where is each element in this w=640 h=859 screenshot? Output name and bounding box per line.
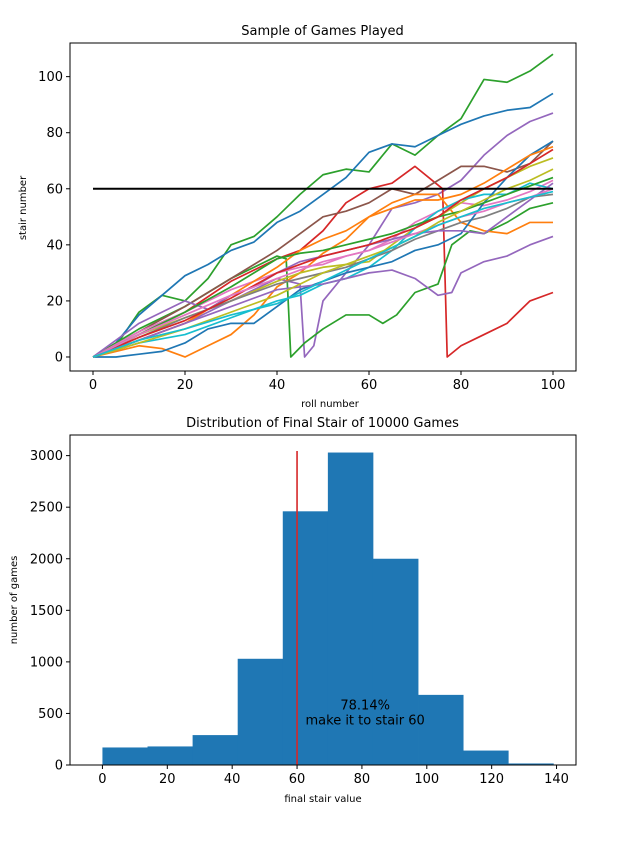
game-series-8 <box>92 179 554 358</box>
y-tick-label: 0 <box>55 350 63 365</box>
game-series-7 <box>92 193 553 358</box>
histogram-bar-4 <box>237 658 284 765</box>
y-tick-label: 3000 <box>30 449 63 464</box>
histogram-bar-9 <box>463 750 509 765</box>
x-tick-label: 80 <box>354 772 371 787</box>
histogram-annotation-line-1: 78.14% <box>340 699 390 714</box>
x-tick-label: 140 <box>544 772 569 787</box>
histogram-bar-1 <box>102 747 148 765</box>
game-series-2 <box>92 92 554 358</box>
histogram-xlabel: final stair value <box>284 794 361 805</box>
y-tick-label: 1500 <box>30 604 63 619</box>
line-chart-series <box>92 53 554 358</box>
x-tick-label: 60 <box>289 772 306 787</box>
y-tick-label: 80 <box>46 126 63 141</box>
x-tick-label: 60 <box>361 378 378 393</box>
histogram-bar-5 <box>282 511 329 765</box>
game-series-4 <box>92 165 554 358</box>
y-tick-label: 2500 <box>30 501 63 516</box>
y-tick-label: 60 <box>46 182 63 197</box>
game-series-15 <box>92 176 554 358</box>
x-tick-label: 100 <box>414 772 439 787</box>
line-chart-ylabel: stair number <box>18 175 29 240</box>
game-series-16 <box>92 148 554 358</box>
x-tick-label: 40 <box>269 378 286 393</box>
histogram-y-ticks: 0 500 1000 1500 2000 2500 3000 <box>30 449 70 774</box>
histogram-plot-frame <box>69 434 577 766</box>
histogram-bar-8 <box>418 694 464 765</box>
histogram-ylabel: number of games <box>9 556 20 645</box>
game-series-17 <box>92 235 554 358</box>
y-tick-label: 0 <box>55 759 63 774</box>
x-tick-label: 20 <box>177 378 194 393</box>
line-chart-title: Sample of Games Played <box>241 24 404 39</box>
line-chart: Sample of Games Played stair number roll… <box>18 24 577 410</box>
game-series-19 <box>92 168 554 358</box>
x-tick-label: 80 <box>453 378 470 393</box>
x-tick-label: 120 <box>479 772 504 787</box>
line-chart-x-ticks: 0 20 40 60 80 100 <box>89 371 566 393</box>
histogram-chart: Distribution of Final Stair of 10000 Gam… <box>9 416 577 805</box>
histogram-title: Distribution of Final Stair of 10000 Gam… <box>186 416 459 431</box>
histogram-annotation-line-2: make it to stair 60 <box>306 714 425 729</box>
y-tick-label: 40 <box>46 238 63 253</box>
game-series-18 <box>92 187 554 358</box>
histogram-bar-6 <box>327 452 374 765</box>
y-tick-label: 1000 <box>30 655 63 670</box>
line-chart-y-ticks: 0 20 40 60 80 100 <box>38 70 70 365</box>
y-tick-label: 500 <box>38 707 63 722</box>
game-series-1 <box>92 53 554 358</box>
x-tick-label: 0 <box>98 772 106 787</box>
y-tick-label: 20 <box>46 294 63 309</box>
line-chart-xlabel: roll number <box>301 399 360 410</box>
game-series-3 <box>92 112 554 358</box>
x-tick-label: 0 <box>89 378 97 393</box>
x-tick-label: 20 <box>159 772 176 787</box>
y-tick-label: 2000 <box>30 552 63 567</box>
histogram-bar-7 <box>372 558 419 765</box>
histogram-bar-3 <box>192 735 239 765</box>
x-tick-label: 100 <box>541 378 566 393</box>
x-tick-label: 40 <box>224 772 241 787</box>
histogram-bars <box>102 452 554 765</box>
histogram-bar-10 <box>508 763 554 765</box>
game-series-20 <box>92 190 554 358</box>
game-series-6 <box>92 140 554 358</box>
histogram-bar-2 <box>147 746 194 765</box>
histogram-x-ticks: 0 20 40 60 80 100 120 140 <box>98 765 569 787</box>
line-chart-plot-frame <box>69 42 577 372</box>
y-tick-label: 100 <box>38 70 63 85</box>
